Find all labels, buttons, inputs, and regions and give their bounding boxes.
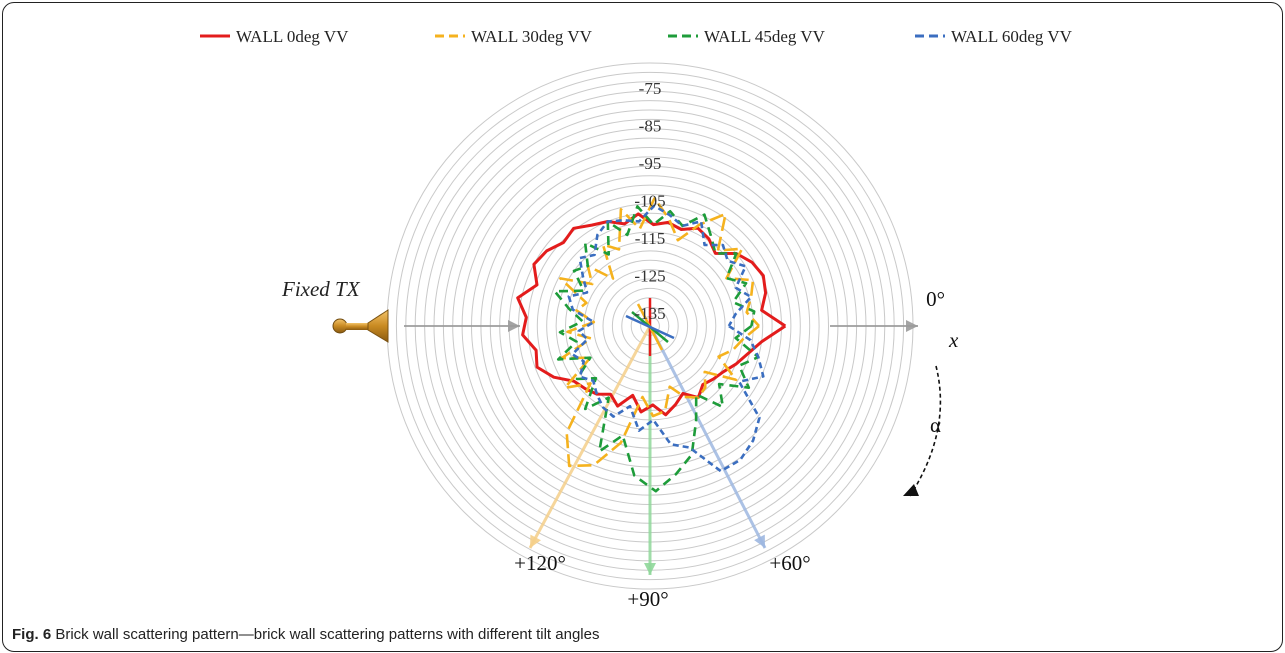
angle-label: +60°: [769, 551, 810, 575]
legend-item: WALL 45deg VV: [668, 27, 826, 46]
legend-item: WALL 60deg VV: [915, 27, 1073, 46]
arrow-60: [648, 325, 767, 549]
horn-antenna-icon: [332, 309, 389, 343]
radial-tick-label: -75: [639, 79, 662, 98]
legend-label: WALL 60deg VV: [951, 27, 1073, 46]
radial-tick-label: -135: [634, 304, 665, 323]
radial-tick-label: -85: [639, 116, 662, 135]
center-line-60: [625, 314, 675, 340]
legend-label: WALL 0deg VV: [236, 27, 349, 46]
series-wall_30: [559, 197, 760, 468]
figure-caption: Fig. 6 Brick wall scattering pattern—bri…: [12, 626, 599, 643]
legend-item: WALL 0deg VV: [200, 27, 349, 46]
transmitter-label: Fixed TX: [281, 277, 361, 301]
direction-arrows: [404, 320, 918, 575]
x-axis-arrow: [830, 320, 918, 332]
x-axis-label: x: [948, 328, 959, 352]
legend-item: WALL 30deg VV: [435, 27, 593, 46]
radial-tick-label: -95: [639, 154, 662, 173]
arrow-120: [528, 325, 652, 549]
rotation-arrowhead: [903, 484, 919, 496]
radial-tick-labels: -75 -85 -95 -105 -115 -125 -135: [634, 79, 665, 323]
radial-tick-label: -105: [634, 192, 665, 211]
legend-label: WALL 45deg VV: [704, 27, 826, 46]
rotation-arrow: [909, 365, 942, 497]
angle-label: +90°: [627, 587, 668, 611]
angle-label: 0°: [926, 287, 945, 311]
center-marker: [625, 298, 675, 356]
caption-label: Fig. 6: [12, 626, 52, 643]
radial-tick-label: -115: [635, 229, 666, 248]
arrow-90: [644, 326, 656, 575]
caption-text: Brick wall scattering pattern—brick wall…: [55, 626, 600, 643]
rotation-label: α: [930, 413, 941, 437]
series-wall_60: [567, 204, 765, 473]
series-layer: [516, 197, 787, 493]
angle-labels: 0° +60° +90° +120°: [514, 287, 945, 611]
incident-arrow: [404, 320, 520, 332]
legend-label: WALL 30deg VV: [471, 27, 593, 46]
series-wall_45: [553, 205, 760, 493]
radial-tick-label: -125: [634, 267, 665, 286]
legend: WALL 0deg VV WALL 30deg VV WALL 45deg VV WA…: [200, 27, 1073, 46]
angle-label: +120°: [514, 551, 566, 575]
